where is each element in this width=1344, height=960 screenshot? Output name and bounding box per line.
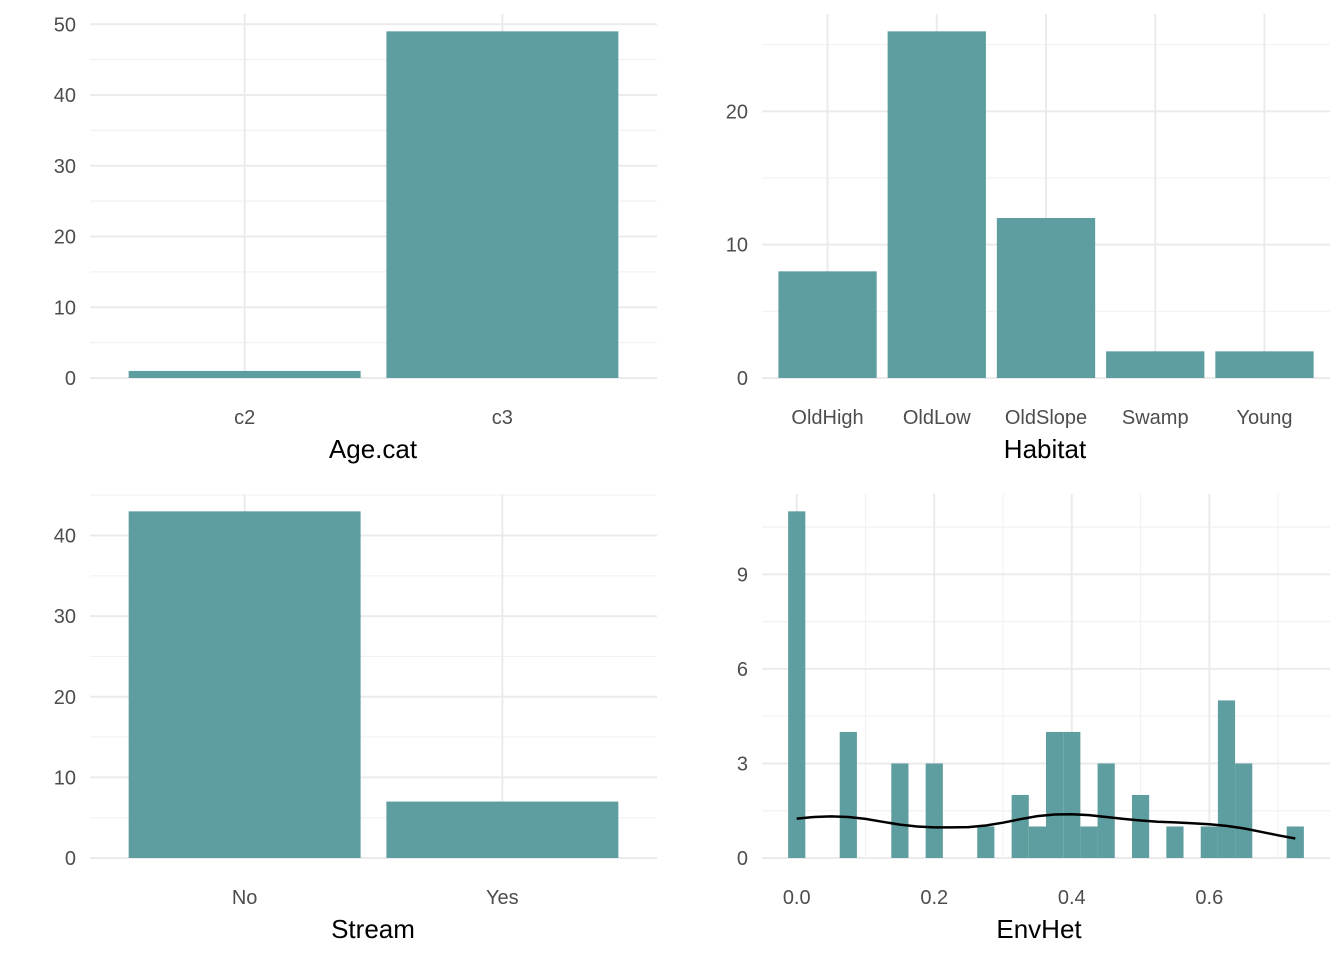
- histogram-bin: [1046, 731, 1064, 858]
- histogram-bin: [977, 826, 995, 858]
- histogram-bin: [839, 731, 857, 858]
- y-tick-label: 10: [54, 767, 76, 789]
- panel-envhet: 0 3 6 9 0.0 0.2 0.4 0.6 EnvHet: [737, 494, 1330, 944]
- y-tick-label: 0: [65, 848, 76, 870]
- plot-layer: 0 10 20 30 40 No Yes: [54, 494, 657, 909]
- x-tick-label: OldLow: [903, 407, 971, 429]
- x-tick-label: 0.6: [1195, 887, 1223, 909]
- y-tick-label: 40: [54, 526, 76, 548]
- density-curve: [796, 812, 1296, 840]
- x-tick-label: OldSlope: [1005, 407, 1087, 429]
- y-tick-label: 20: [54, 227, 76, 249]
- x-tick-label: 0.4: [1058, 887, 1086, 909]
- histogram-bin: [925, 763, 943, 858]
- histogram-bin: [1097, 763, 1115, 858]
- bar: [386, 31, 619, 378]
- y-tick-label: 10: [54, 297, 76, 319]
- y-tick-label: 6: [737, 659, 748, 681]
- x-tick-label: 0.0: [783, 887, 811, 909]
- histogram-bin: [1200, 826, 1218, 858]
- plot-layer: 0 3 6 9 0.0 0.2 0.4 0.6: [737, 494, 1330, 909]
- y-tick-label: 40: [54, 85, 76, 107]
- histogram-bin: [1235, 763, 1253, 858]
- histogram-bin: [1063, 731, 1081, 858]
- bar: [1215, 351, 1314, 378]
- histogram-bin: [1286, 826, 1304, 858]
- x-tick-label: Swamp: [1122, 407, 1189, 429]
- histogram-bin: [1080, 826, 1098, 858]
- x-tick-label: c2: [234, 407, 255, 429]
- x-tick-label: 0.2: [920, 887, 948, 909]
- histogram-bin: [1217, 700, 1236, 858]
- x-tick-label: Yes: [486, 887, 519, 909]
- x-tick-label: OldHigh: [791, 407, 863, 429]
- panel-age-cat: 0 10 20 30 40 50 c2 c3 Age.cat: [54, 14, 657, 464]
- y-tick-label: 50: [54, 14, 76, 36]
- panel-stream: 0 10 20 30 40 No Yes Stream: [54, 494, 657, 944]
- x-axis-title-stream: Stream: [331, 914, 415, 944]
- bar: [996, 218, 1096, 378]
- histogram-bin: [1011, 794, 1029, 858]
- histogram-bin: [1166, 826, 1184, 858]
- bar: [128, 511, 361, 858]
- y-tick-label: 30: [54, 156, 76, 178]
- plot-layer: 0 10 20 30 40 50 c2 c3: [54, 14, 657, 429]
- bar: [386, 801, 619, 858]
- y-tick-label: 0: [65, 368, 76, 390]
- panel-habitat: 0 10 20 OldHigh OldLow OldSlope Swamp Young Hab…: [726, 14, 1330, 464]
- x-tick-label: c3: [492, 407, 513, 429]
- y-tick-label: 0: [737, 368, 748, 390]
- bar: [128, 370, 361, 378]
- x-axis-title-age-cat: Age.cat: [329, 434, 418, 464]
- x-axis-title-envhet: EnvHet: [996, 914, 1082, 944]
- y-tick-label: 20: [54, 687, 76, 709]
- y-tick-label: 3: [737, 753, 748, 775]
- histogram-bin: [1028, 826, 1046, 858]
- y-tick-label: 10: [726, 235, 748, 257]
- x-axis-title-habitat: Habitat: [1004, 434, 1087, 464]
- y-tick-label: 30: [54, 606, 76, 628]
- histogram-bin: [891, 763, 909, 858]
- bar: [887, 31, 986, 378]
- histogram-bin: [788, 511, 806, 858]
- y-tick-label: 0: [737, 848, 748, 870]
- plot-layer: 0 10 20 OldHigh OldLow OldSlope Swamp Young: [726, 14, 1330, 429]
- x-tick-label: Young: [1236, 407, 1292, 429]
- x-tick-label: No: [232, 887, 258, 909]
- y-tick-label: 9: [737, 564, 748, 586]
- bar: [778, 271, 877, 378]
- histogram-bin: [1131, 794, 1150, 858]
- bar: [1106, 351, 1205, 378]
- y-tick-label: 20: [726, 101, 748, 123]
